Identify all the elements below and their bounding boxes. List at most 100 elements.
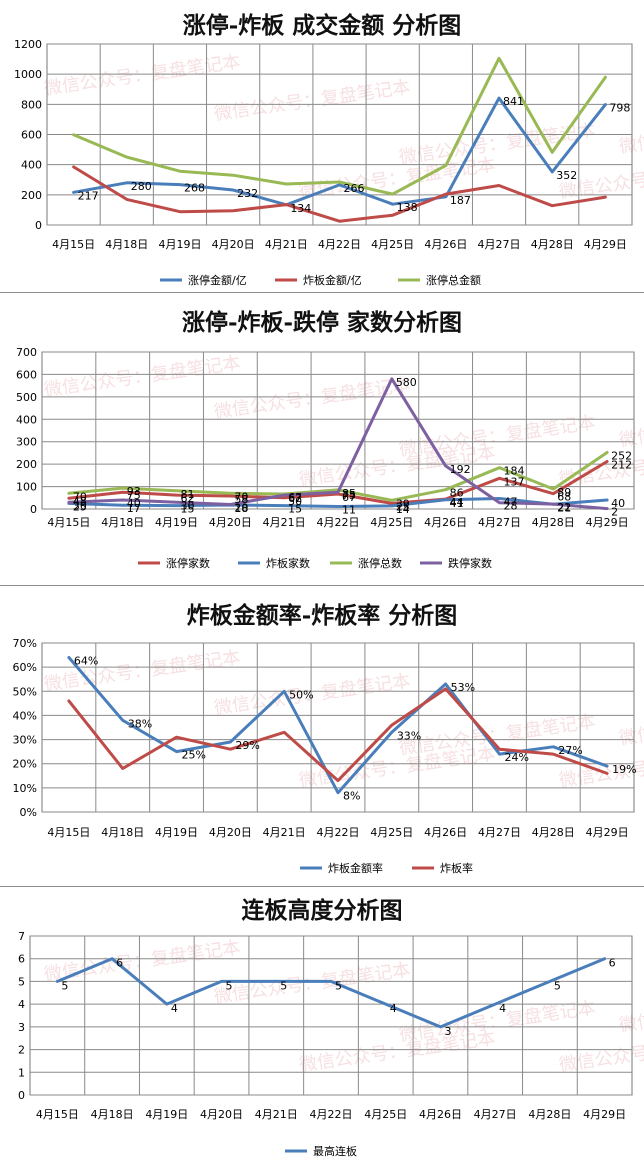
data-label: 62 (181, 492, 195, 505)
data-label: 58 (234, 493, 248, 506)
x-tick-label: 4月25日 (371, 238, 414, 251)
amount-chart-panel: 涨停-炸板 成交金额 分析图 微信公众号：复盘笔记本 微信公众号：复盘笔记本 微信公… (0, 0, 644, 292)
x-tick-label: 4月29日 (584, 238, 627, 251)
divider (0, 292, 644, 293)
legend-label: 涨停金额/亿 (188, 273, 247, 287)
y-tick-label: 30% (13, 734, 37, 747)
legend-label: 炸板金额率 (328, 861, 383, 875)
y-tick-label: 400 (16, 413, 37, 426)
y-tick-label: 400 (21, 159, 42, 172)
data-label: 580 (396, 376, 417, 389)
x-tick-label: 4月28日 (532, 516, 575, 529)
x-tick-label: 4月20日 (212, 238, 255, 251)
y-tick-label: 2 (18, 1044, 25, 1057)
y-tick-label: 0 (30, 503, 37, 516)
data-label: 266 (344, 182, 365, 195)
data-label: 38% (128, 717, 152, 730)
data-label: 4 (390, 1002, 397, 1015)
y-tick-label: 4 (18, 998, 25, 1011)
data-label: 5 (335, 979, 342, 992)
data-label: 50% (289, 688, 313, 701)
data-label: 44 (450, 496, 464, 509)
y-tick-label: 300 (16, 436, 37, 449)
data-label: 798 (609, 102, 630, 115)
y-tick-label: 1 (18, 1066, 25, 1079)
data-label: 5 (554, 979, 561, 992)
data-label: 81 (181, 488, 195, 501)
watermark-text: 微信公众号：复盘笔记本 (43, 51, 242, 99)
x-tick-label: 4月18日 (101, 516, 144, 529)
data-label: 232 (237, 187, 258, 200)
chart-title: 连板高度分析图 (241, 897, 403, 924)
data-label: 85 (342, 487, 356, 500)
data-label: 5 (226, 979, 233, 992)
y-tick-label: 1000 (14, 68, 42, 81)
data-label: 70 (73, 490, 87, 503)
y-tick-label: 10% (13, 782, 37, 795)
watermark-text: 微信公众号：复盘笔记本 (618, 988, 644, 1036)
x-tick-label: 4月26日 (419, 1108, 462, 1121)
data-label: 280 (131, 180, 152, 193)
rate-line-chart: 微信公众号：复盘笔记本微信公众号：复盘笔记本微信公众号：复盘笔记本微信公众号：复… (13, 637, 644, 875)
y-tick-label: 0 (18, 1089, 25, 1102)
rate-chart-panel: 炸板金额率-炸板率 分析图 微信公众号：复盘笔记本 微信公众号：复盘笔记本 微信公众… (0, 586, 644, 886)
watermark-text: 微信公众号：复盘笔记本 (618, 403, 644, 451)
watermark-text: 微信公众号：复盘笔记本 (618, 701, 644, 749)
x-tick-label: 4月19日 (155, 516, 198, 529)
x-tick-label: 4月25日 (370, 826, 413, 839)
divider (0, 886, 644, 887)
data-label: 39 (396, 497, 410, 510)
data-label: 21 (557, 501, 571, 514)
data-label: 217 (78, 189, 99, 202)
legend-label: 涨停总数 (358, 556, 402, 570)
x-tick-label: 4月18日 (101, 826, 144, 839)
data-label: 5 (61, 979, 68, 992)
data-label: 93 (127, 485, 141, 498)
data-label: 22 (557, 501, 571, 514)
x-tick-label: 4月26日 (424, 238, 467, 251)
data-label: 30 (181, 499, 195, 512)
series-line (67, 460, 609, 505)
data-label: 41 (450, 497, 464, 510)
y-tick-label: 50% (13, 685, 37, 698)
series-line (67, 497, 609, 508)
watermark-text: 微信公众号：复盘笔记本 (298, 743, 497, 791)
x-tick-label: 4月28日 (532, 826, 575, 839)
data-label: 6 (116, 957, 123, 970)
series-line (67, 377, 609, 511)
data-label: 19% (612, 763, 636, 776)
y-tick-label: 60% (13, 661, 37, 674)
x-tick-label: 4月29日 (586, 826, 629, 839)
data-label: 25% (182, 749, 206, 762)
y-tick-label: 0 (35, 219, 42, 232)
data-label: 2 (611, 506, 618, 519)
y-tick-label: 70% (13, 637, 37, 650)
y-tick-label: 700 (16, 346, 37, 359)
data-label: 67 (342, 491, 356, 504)
y-tick-label: 500 (16, 391, 37, 404)
data-label: 187 (450, 194, 471, 207)
y-tick-label: 600 (21, 129, 42, 142)
data-label: 352 (556, 169, 577, 182)
data-label: 40 (127, 497, 141, 510)
legend-label: 最高连板 (313, 1144, 357, 1158)
divider (0, 585, 644, 586)
watermark-text: 微信公众号：复盘笔记本 (298, 1028, 497, 1076)
data-label: 841 (503, 95, 524, 108)
x-tick-label: 4月22日 (317, 826, 360, 839)
data-label: 6 (609, 957, 616, 970)
x-tick-label: 4月25日 (370, 516, 413, 529)
data-label: 268 (184, 182, 205, 195)
data-label: 64% (74, 654, 98, 667)
data-label: 89 (557, 486, 571, 499)
chart-title: 炸板金额率-炸板率 分析图 (186, 602, 458, 629)
series-line (55, 957, 607, 1029)
y-tick-label: 20% (13, 758, 37, 771)
y-tick-label: 40% (13, 709, 37, 722)
x-tick-label: 4月27日 (474, 1108, 517, 1121)
legend-label: 炸板家数 (266, 556, 310, 570)
x-tick-label: 4月18日 (91, 1108, 134, 1121)
data-label: 18 (234, 502, 248, 515)
y-tick-label: 600 (16, 368, 37, 381)
